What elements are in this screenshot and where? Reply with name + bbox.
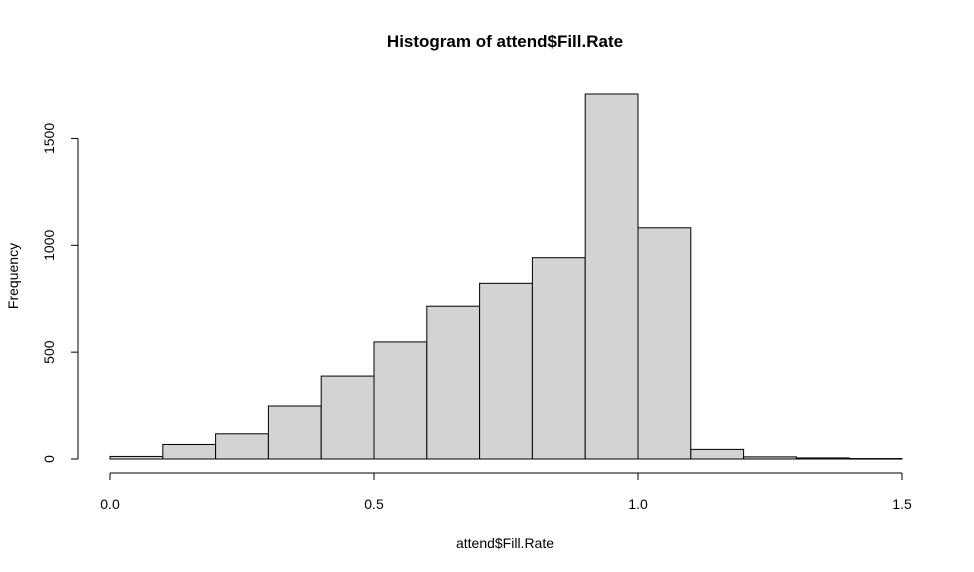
histogram-bar [690,448,745,460]
y-tick-label: 0 [41,455,57,463]
y-tick-label: 500 [41,340,57,364]
x-tick-label: 1.5 [892,496,912,512]
y-axis-label: Frequency [5,243,21,309]
histogram-bar [215,433,269,460]
histogram-bar [162,443,217,460]
chart-title: Histogram of attend$Fill.Rate [387,32,623,51]
histogram-bar [637,227,692,460]
histogram-bar [320,375,375,460]
histogram-bar [743,456,797,460]
y-tick-label: 1500 [41,123,57,154]
histogram-bar [531,257,586,460]
histogram-bar [479,282,533,460]
y-axis: 0 500 1000 1500 [41,123,79,463]
x-tick-label: 0.0 [100,496,120,512]
histogram-bar [267,405,322,460]
x-axis-label: attend$Fill.Rate [456,535,554,551]
y-tick-label: 1000 [41,230,57,261]
histogram-bar [584,93,639,460]
histogram-bar [795,457,850,460]
x-tick-label: 1.0 [628,496,648,512]
histogram-bar [848,458,903,460]
x-tick-label: 0.5 [364,496,384,512]
histogram-bar [109,455,164,460]
x-axis: 0.0 0.5 1.0 1.5 [100,472,912,512]
histogram-bar [426,305,481,460]
histogram-bar [373,341,428,460]
bars-group [109,93,903,460]
